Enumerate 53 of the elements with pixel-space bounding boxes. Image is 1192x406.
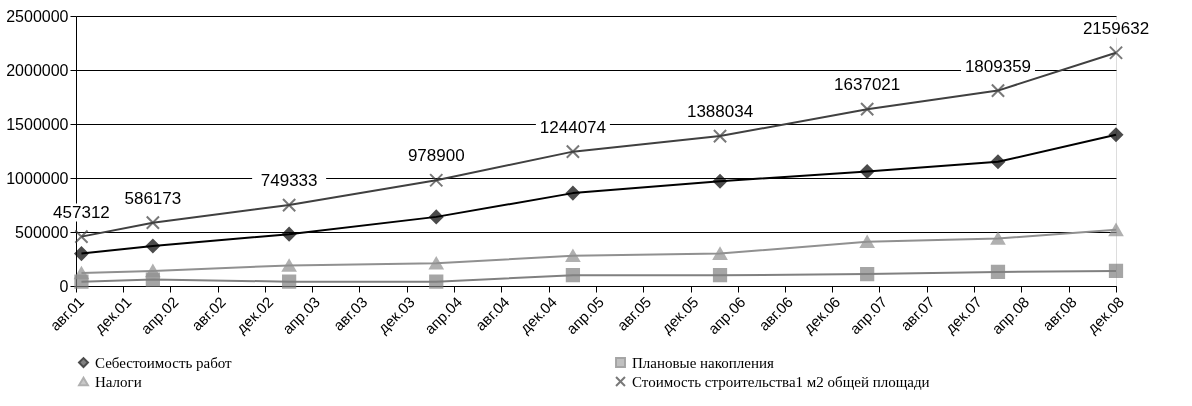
point (1108, 45, 1124, 60)
point (74, 266, 89, 280)
y-tick-label: 2500000 (6, 7, 69, 25)
legend-label: Плановые накопления (632, 354, 775, 371)
point (565, 186, 581, 201)
point (282, 197, 297, 213)
point (429, 209, 444, 224)
point (990, 264, 1006, 280)
point (990, 83, 1006, 98)
legend-label: Себестоимость работ (95, 354, 233, 371)
data-label: 457312 (53, 202, 110, 222)
point (145, 215, 160, 230)
point (145, 238, 160, 254)
y-tick-label: 1500000 (6, 115, 69, 133)
point (860, 235, 875, 249)
point (429, 173, 444, 188)
point (860, 164, 875, 179)
legend-label: Налоги (95, 373, 142, 390)
data-label: 1809359 (964, 56, 1032, 76)
point (990, 232, 1006, 245)
data-label: 749333 (260, 171, 318, 191)
y-tick-label: 2000000 (6, 61, 69, 79)
point (712, 128, 728, 144)
point (712, 174, 728, 189)
point (860, 102, 875, 117)
point (860, 267, 875, 282)
point (282, 274, 297, 289)
data-label: 1637021 (834, 75, 901, 95)
data-label: 978900 (407, 146, 465, 166)
point (429, 257, 444, 270)
data-label: 2159632 (1082, 18, 1150, 38)
data-label: 586173 (124, 188, 182, 208)
point (429, 274, 444, 289)
point (565, 144, 581, 159)
point (145, 264, 160, 278)
point (74, 246, 89, 261)
y-tick-label: 500000 (15, 223, 69, 241)
point (1108, 223, 1124, 237)
point (74, 229, 89, 244)
point (990, 154, 1006, 169)
point (565, 268, 581, 283)
legend-label: Стоимость строительства1 м2 общей площади (632, 373, 930, 390)
point (282, 227, 297, 242)
data-label: 1388034 (686, 102, 754, 122)
data-label: 1244074 (539, 117, 606, 137)
point (565, 249, 581, 263)
point (712, 247, 728, 260)
point (1108, 127, 1124, 142)
y-tick-label: 1000000 (6, 169, 69, 187)
y-tick-label: 0 (59, 277, 69, 295)
point (282, 259, 297, 272)
point (712, 268, 728, 283)
point (1108, 263, 1124, 278)
